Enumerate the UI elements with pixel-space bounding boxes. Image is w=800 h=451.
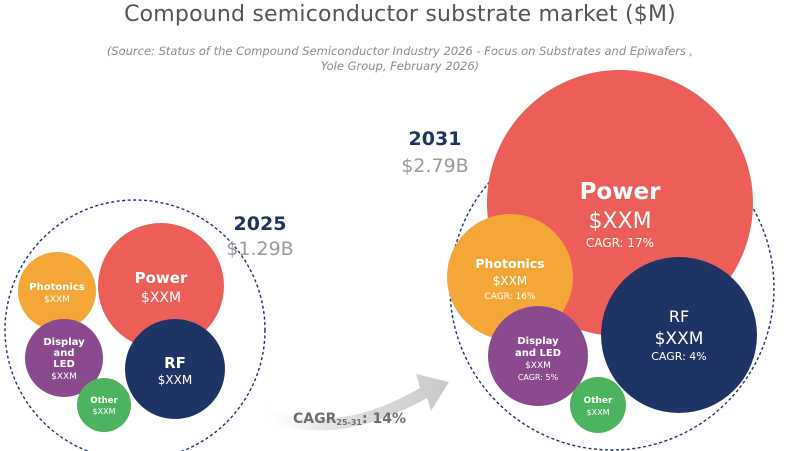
value-other-2031: $XXM <box>587 408 610 417</box>
value-display-led-2025: $XXM <box>51 372 77 382</box>
source-note-line-1: (Source: Status of the Compound Semicond… <box>106 44 694 58</box>
bubble-group-2025: 2025 $1.29B Power $XXM RF $XXM Photonics… <box>4 199 294 451</box>
value-power-2031: $XXM <box>588 209 651 234</box>
value-power-2025: $XXM <box>141 290 181 306</box>
bubble-photonics-2025 <box>18 252 96 330</box>
total-label-2025: $1.29B <box>226 238 293 260</box>
year-label-2025: 2025 <box>234 213 287 235</box>
source-note-line-2: Yole Group, February 2026) <box>320 59 480 73</box>
label-display-led-2025-line1: Display <box>43 337 85 348</box>
total-label-2031: $2.79B <box>401 155 468 177</box>
bubble-other-2025 <box>77 378 131 432</box>
label-display-led-2031-line1: Display <box>517 336 559 347</box>
value-display-led-2031: $XXM <box>525 361 551 371</box>
cagr-rf-2031: CAGR: 4% <box>651 350 707 363</box>
label-display-led-2031-line2: and LED <box>515 348 561 359</box>
cagr-power-2031: CAGR: 17% <box>586 236 654 250</box>
label-photonics-2025: Photonics <box>29 282 84 293</box>
bubble-other-2031 <box>570 377 626 433</box>
label-other-2025: Other <box>90 396 118 406</box>
label-photonics-2031: Photonics <box>475 256 544 271</box>
outline-2025 <box>4 199 266 451</box>
value-rf-2031: $XXM <box>655 329 704 349</box>
label-power-2025: Power <box>135 269 188 287</box>
bubble-rf-2031 <box>601 257 757 413</box>
year-label-2031: 2031 <box>409 128 462 150</box>
bubble-display-led-2031 <box>488 306 588 406</box>
bubble-display-led-2025 <box>25 319 103 397</box>
label-other-2031: Other <box>584 396 613 406</box>
growth-arrow <box>258 374 449 431</box>
label-display-led-2025-line3: LED <box>53 359 75 370</box>
value-photonics-2025: $XXM <box>44 295 70 305</box>
cagr-label: CAGR25-31: 14% <box>293 411 406 427</box>
label-power-2031: Power <box>580 179 662 205</box>
value-rf-2025: $XXM <box>158 373 192 387</box>
value-photonics-2031: $XXM <box>493 274 527 288</box>
label-display-led-2025-line2: and <box>53 348 74 359</box>
label-rf-2031: RF <box>669 307 689 326</box>
chart-title: Compound semiconductor substrate market … <box>124 2 676 27</box>
bubble-rf-2025 <box>125 319 225 419</box>
cagr-photonics-2031: CAGR: 16% <box>484 292 536 302</box>
bubble-power-2025 <box>98 223 224 349</box>
cagr-display-led-2031: CAGR: 5% <box>518 373 559 382</box>
bubble-group-2031: 2031 $2.79B Power $XXM CAGR: 17% RF $XXM… <box>401 70 775 451</box>
value-other-2025: $XXM <box>93 407 116 416</box>
label-rf-2025: RF <box>164 354 186 372</box>
